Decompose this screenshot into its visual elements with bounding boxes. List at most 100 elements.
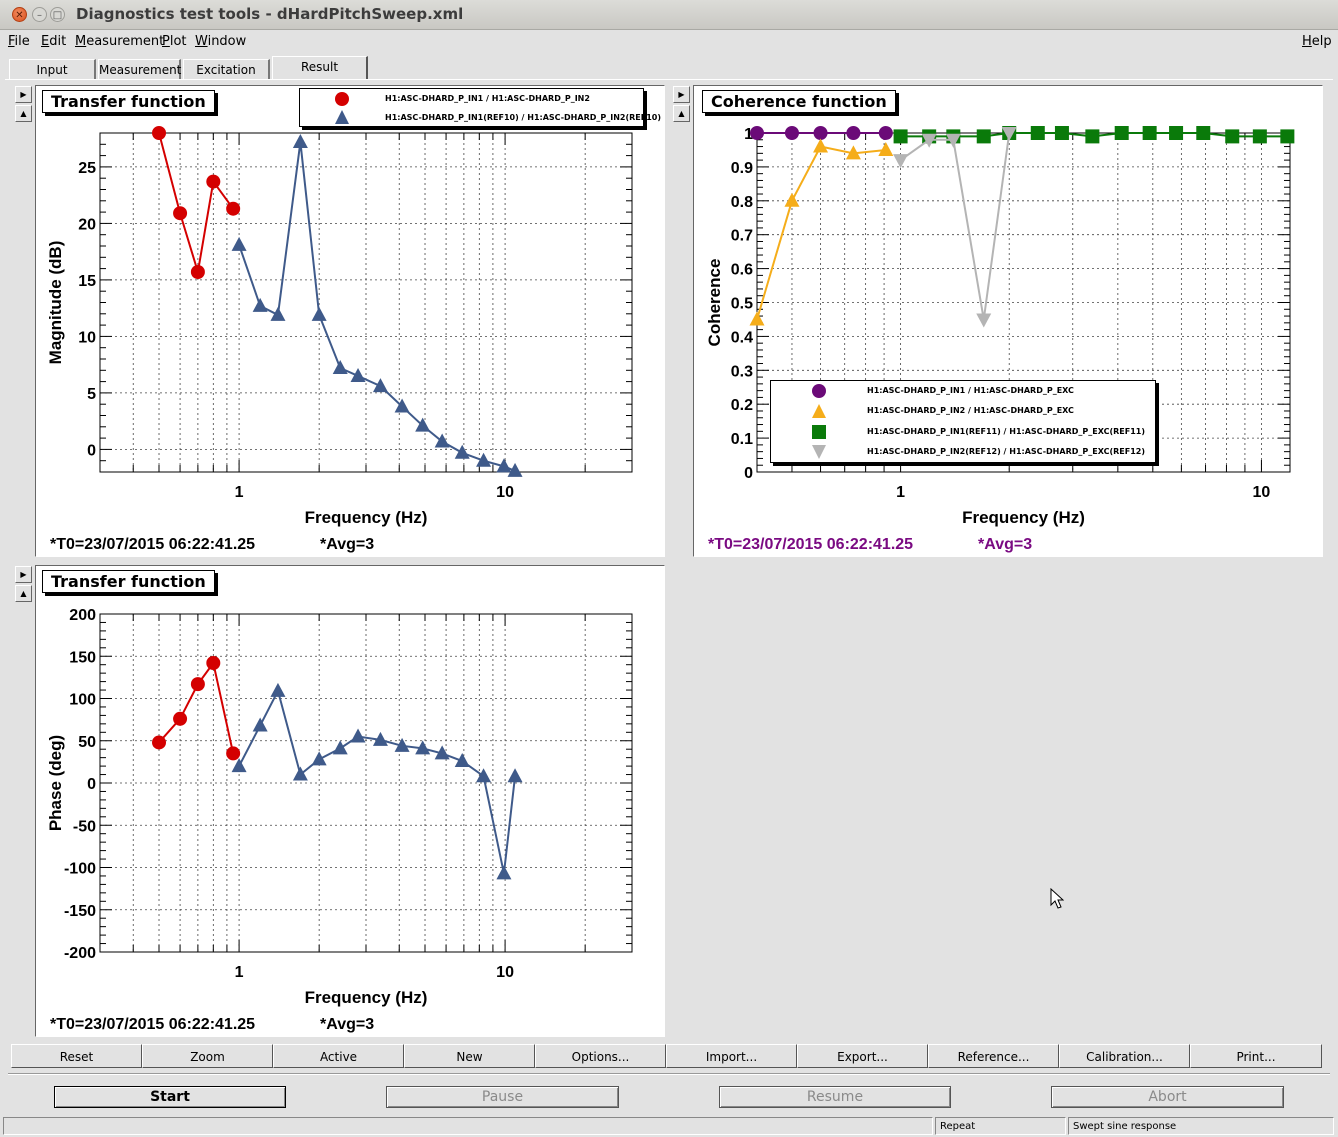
series-line: [238, 688, 517, 874]
t0-label: *T0=23/07/2015 06:22:41.25: [50, 536, 256, 553]
tab-input[interactable]: Input: [9, 59, 96, 80]
pad2-up-arrow-icon[interactable]: ▶: [673, 86, 690, 103]
circle-marker-icon: [812, 384, 826, 398]
y-tick-label: 25: [78, 160, 96, 177]
y-tick-label: 15: [78, 273, 96, 290]
pad1-down-arrow-icon[interactable]: ▲: [15, 105, 32, 122]
data-point: [415, 417, 431, 432]
phase-plot: -200 -150 -100 -50 0 50 100 150 200 1 10 Frequency …: [46, 607, 633, 1007]
series-1: [231, 682, 523, 880]
y-tick-label: 10: [78, 329, 96, 346]
options-button[interactable]: Options...: [535, 1044, 666, 1068]
y-tick-label: 0: [87, 442, 96, 459]
tab-divider: [5, 79, 1333, 80]
y-tick-label: 0.6: [731, 262, 753, 279]
series-1: [231, 134, 523, 477]
data-point: [206, 656, 221, 671]
data-point: [750, 126, 764, 140]
active-button[interactable]: Active: [273, 1044, 404, 1068]
status-bar: Repeat Swept sine response: [0, 1115, 1338, 1137]
calibration-button[interactable]: Calibration...: [1059, 1044, 1190, 1068]
coherence-function-pad[interactable]: 0 0.1 0.2 0.3 0.4 0.5 0.6 0.7 0.8 0.9 1 1 10 Frequenc…: [693, 85, 1323, 557]
series-line: [756, 145, 886, 320]
menu-window[interactable]: Window: [195, 34, 247, 49]
y-tick-label: 0: [744, 465, 753, 482]
pad-title: Transfer function: [42, 570, 215, 593]
y-tick-label: -200: [64, 945, 96, 962]
y-tick-label: 0.7: [731, 228, 753, 245]
tab-excitation[interactable]: Excitation: [183, 59, 270, 80]
pad2-down-arrow-icon[interactable]: ▲: [673, 105, 690, 122]
data-point: [976, 313, 992, 328]
transfer-function-phase-pad[interactable]: -200 -150 -100 -50 0 50 100 150 200 1 10 Frequency …: [35, 565, 665, 1037]
plot-frame: [99, 613, 633, 953]
data-point: [749, 311, 765, 326]
data-point: [1225, 129, 1240, 144]
pad-title: Coherence function: [702, 90, 896, 113]
new-button[interactable]: New: [404, 1044, 535, 1068]
export-button[interactable]: Export...: [797, 1044, 928, 1068]
t0-label: *T0=23/07/2015 06:22:41.25: [708, 536, 914, 553]
data-point: [190, 677, 205, 692]
resume-button[interactable]: Resume: [719, 1086, 951, 1108]
data-point: [1001, 127, 1017, 141]
data-point: [292, 134, 308, 149]
y-tick-label: 0.4: [731, 329, 753, 346]
triangle-marker-icon: [335, 110, 349, 124]
x-tick-label: 1: [235, 484, 244, 501]
maximize-icon[interactable]: □: [50, 7, 65, 22]
data-point: [372, 731, 388, 746]
y-tick-label: -100: [64, 861, 96, 878]
x-axis-title: Frequency (Hz): [305, 988, 428, 1007]
y-tick-label: 0.5: [731, 296, 753, 313]
y-tick-label: 0.1: [731, 431, 753, 448]
data-point: [1169, 126, 1184, 140]
pause-button[interactable]: Pause: [386, 1086, 619, 1108]
menu-measurement[interactable]: Measurement: [75, 34, 165, 49]
reset-button[interactable]: Reset: [11, 1044, 142, 1068]
y-tick-label: 100: [69, 692, 96, 709]
tab-result[interactable]: Result: [272, 56, 368, 80]
legend: H1:ASC-DHARD_P_IN1 / H1:ASC-DHARD_P_IN2 …: [299, 88, 661, 127]
pad3-up-arrow-icon[interactable]: ▶: [15, 566, 32, 583]
pad3-down-arrow-icon[interactable]: ▲: [15, 585, 32, 602]
data-point: [1252, 129, 1267, 144]
menu-plot[interactable]: Plot: [162, 34, 187, 49]
import-button[interactable]: Import...: [666, 1044, 797, 1068]
reference-button[interactable]: Reference...: [928, 1044, 1059, 1068]
t0-label: *T0=23/07/2015 06:22:41.25: [50, 1016, 256, 1033]
data-point: [311, 306, 327, 321]
y-tick-label: 0: [87, 776, 96, 793]
abort-button[interactable]: Abort: [1051, 1086, 1284, 1108]
y-tick-label: 200: [69, 607, 96, 624]
zoom-button[interactable]: Zoom: [142, 1044, 273, 1068]
data-point: [394, 398, 410, 413]
data-point: [152, 126, 167, 140]
square-marker-icon: [812, 425, 826, 439]
status-mode: Swept sine response: [1068, 1117, 1334, 1135]
legend-entry: H1:ASC-DHARD_P_IN1(REF11) / H1:ASC-DHARD…: [771, 422, 1155, 442]
y-tick-label: -50: [73, 818, 96, 835]
print-button[interactable]: Print...: [1190, 1044, 1322, 1068]
y-tick-label: 5: [87, 386, 96, 403]
transfer-function-magnitude-pad[interactable]: 0 5 10 15 20 25 1 10 Frequency (Hz) Magnitude (dB…: [35, 85, 665, 557]
data-point: [350, 367, 366, 382]
minimize-icon[interactable]: –: [32, 7, 47, 22]
menu-edit[interactable]: Edit: [41, 34, 67, 49]
y-tick-label: 0.8: [731, 194, 753, 211]
data-point: [226, 746, 241, 761]
data-point: [476, 768, 492, 783]
data-point: [784, 192, 800, 207]
close-icon[interactable]: ✕: [12, 7, 27, 22]
menu-help[interactable]: Help: [1302, 34, 1332, 49]
data-point: [152, 735, 167, 750]
pad1-up-arrow-icon[interactable]: ▶: [15, 86, 32, 103]
data-point: [1196, 126, 1211, 140]
start-button[interactable]: Start: [54, 1086, 286, 1108]
menu-file[interactable]: File: [8, 34, 30, 49]
menu-bar: File Edit Measurement Plot Window Help: [0, 31, 1338, 53]
avg-label: *Avg=3: [978, 536, 1033, 553]
tab-measurement[interactable]: Measurement: [98, 59, 181, 80]
status-message: [3, 1117, 933, 1135]
series-0: [152, 126, 241, 279]
